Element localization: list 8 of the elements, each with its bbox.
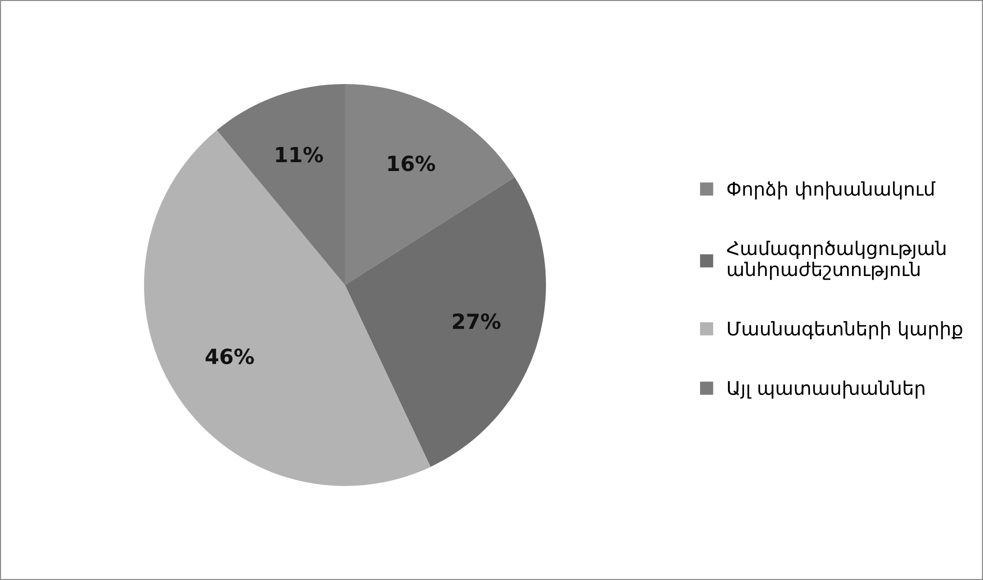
data-label: 16% bbox=[388, 156, 436, 172]
legend-label: Մասնագետների կարիք bbox=[728, 321, 962, 340]
legend-label: Այլ պատասխաններ bbox=[728, 380, 924, 399]
data-label: 46% bbox=[206, 348, 254, 364]
legend-label: Փորձի փոխանակում bbox=[727, 181, 936, 200]
data-label: 27% bbox=[452, 313, 501, 330]
legend-label: Համագործակցության անհրաժեշտություն bbox=[726, 240, 946, 280]
data-label: 11% bbox=[276, 146, 323, 162]
